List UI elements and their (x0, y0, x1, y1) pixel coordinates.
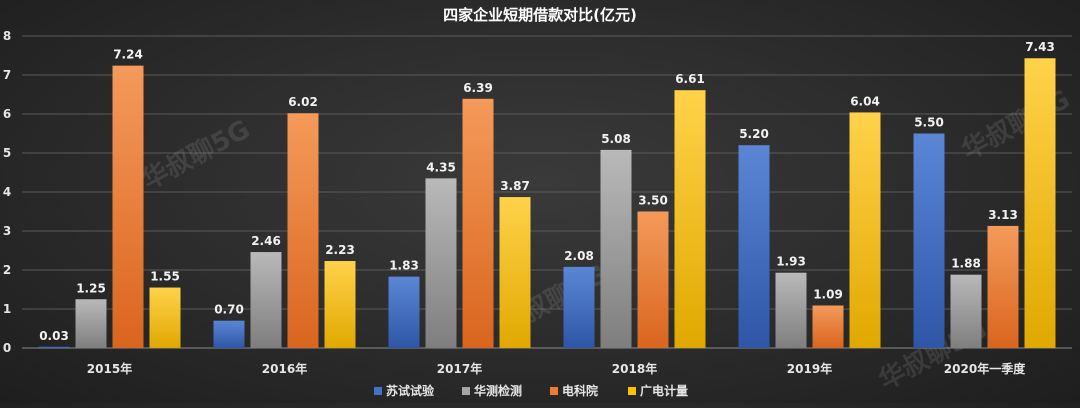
legend-label-华测检测: 华测检测 (474, 383, 522, 398)
data-label-华测检测-2020年一季度: 1.88 (951, 257, 981, 271)
bar-广电计量-2016年 (324, 261, 356, 348)
bar-苏试试验-2019年 (738, 145, 770, 348)
bar-电科院-2017年 (462, 98, 494, 348)
y-tick-label-1: 1 (3, 302, 11, 316)
data-label-苏试试验-2016年: 0.70 (214, 303, 244, 317)
legend-swatch-电科院 (550, 387, 558, 395)
data-label-广电计量-2019年: 6.04 (850, 94, 880, 108)
y-tick-label-6: 6 (3, 107, 11, 121)
x-tick-label-2018年: 2018年 (612, 361, 657, 376)
y-tick-label-7: 7 (3, 68, 11, 82)
bar-电科院-2019年 (812, 305, 844, 348)
x-tick-label-2020年一季度: 2020年一季度 (944, 361, 1026, 376)
legend-label-广电计量: 广电计量 (640, 383, 688, 398)
bar-苏试试验-2020年一季度 (913, 133, 945, 348)
bar-广电计量-2020年一季度 (1024, 58, 1056, 348)
bar-苏试试验-2018年 (563, 266, 595, 348)
y-tick-label-4: 4 (3, 185, 11, 199)
y-tick-label-3: 3 (3, 224, 11, 238)
legend-swatch-华测检测 (462, 387, 470, 395)
data-label-广电计量-2018年: 6.61 (675, 72, 705, 86)
y-tick-label-0: 0 (3, 341, 11, 355)
watermark-1: 华叔聊5G (137, 114, 255, 197)
data-label-苏试试验-2019年: 5.20 (739, 127, 769, 141)
bar-电科院-2015年 (112, 65, 144, 348)
x-tick-label-2015年: 2015年 (87, 361, 132, 376)
legend-swatch-广电计量 (628, 387, 636, 395)
x-tick-label-2017年: 2017年 (437, 361, 482, 376)
y-tick-label-8: 8 (3, 29, 11, 43)
bar-苏试试验-2016年 (213, 320, 245, 348)
data-label-广电计量-2016年: 2.23 (325, 243, 355, 257)
legend-label-电科院: 电科院 (562, 383, 598, 398)
bar-华测检测-2016年 (250, 252, 282, 348)
data-label-苏试试验-2015年: 0.03 (39, 329, 69, 343)
bar-电科院-2020年一季度 (987, 225, 1019, 348)
data-label-电科院-2016年: 6.02 (288, 95, 318, 109)
bar-电科院-2018年 (637, 211, 669, 348)
bar-华测检测-2018年 (600, 149, 632, 348)
watermark-3: 华叔聊5G (957, 84, 1075, 167)
data-label-广电计量-2015年: 1.55 (150, 270, 180, 284)
y-tick-label-2: 2 (3, 263, 11, 277)
bar-华测检测-2019年 (775, 272, 807, 348)
legend-label-苏试试验: 苏试试验 (386, 383, 435, 398)
data-label-电科院-2020年一季度: 3.13 (988, 208, 1018, 222)
bar-华测检测-2020年一季度 (950, 274, 982, 348)
chart-title: 四家企业短期借款对比(亿元) (443, 6, 637, 24)
bar-华测检测-2017年 (425, 178, 457, 348)
bar-苏试试验-2015年 (38, 346, 70, 348)
data-label-电科院-2015年: 7.24 (113, 48, 143, 62)
x-tick-label-2016年: 2016年 (262, 361, 307, 376)
data-label-华测检测-2018年: 5.08 (601, 132, 631, 146)
data-label-电科院-2019年: 1.09 (813, 287, 843, 301)
legend-swatch-苏试试验 (374, 387, 382, 395)
x-tick-label-2019年: 2019年 (787, 361, 832, 376)
data-label-华测检测-2016年: 2.46 (251, 234, 281, 248)
bar-广电计量-2015年 (149, 287, 181, 348)
bar-华测检测-2015年 (75, 299, 107, 348)
data-label-华测检测-2017年: 4.35 (426, 160, 456, 174)
data-label-华测检测-2019年: 1.93 (776, 255, 806, 269)
data-label-华测检测-2015年: 1.25 (76, 281, 106, 295)
bar-广电计量-2019年 (849, 112, 881, 348)
data-label-广电计量-2017年: 3.87 (500, 179, 530, 193)
y-tick-label-5: 5 (3, 146, 11, 160)
bar-电科院-2016年 (287, 113, 319, 348)
data-label-苏试试验-2017年: 1.83 (389, 259, 419, 273)
bar-广电计量-2017年 (499, 197, 531, 348)
data-label-苏试试验-2018年: 2.08 (564, 249, 594, 263)
data-label-广电计量-2020年一季度: 7.43 (1025, 40, 1055, 54)
data-label-苏试试验-2020年一季度: 5.50 (914, 116, 944, 130)
bar-广电计量-2018年 (674, 90, 706, 349)
bar-苏试试验-2017年 (388, 276, 420, 348)
data-label-电科院-2018年: 3.50 (638, 194, 668, 208)
data-label-电科院-2017年: 6.39 (463, 81, 493, 95)
